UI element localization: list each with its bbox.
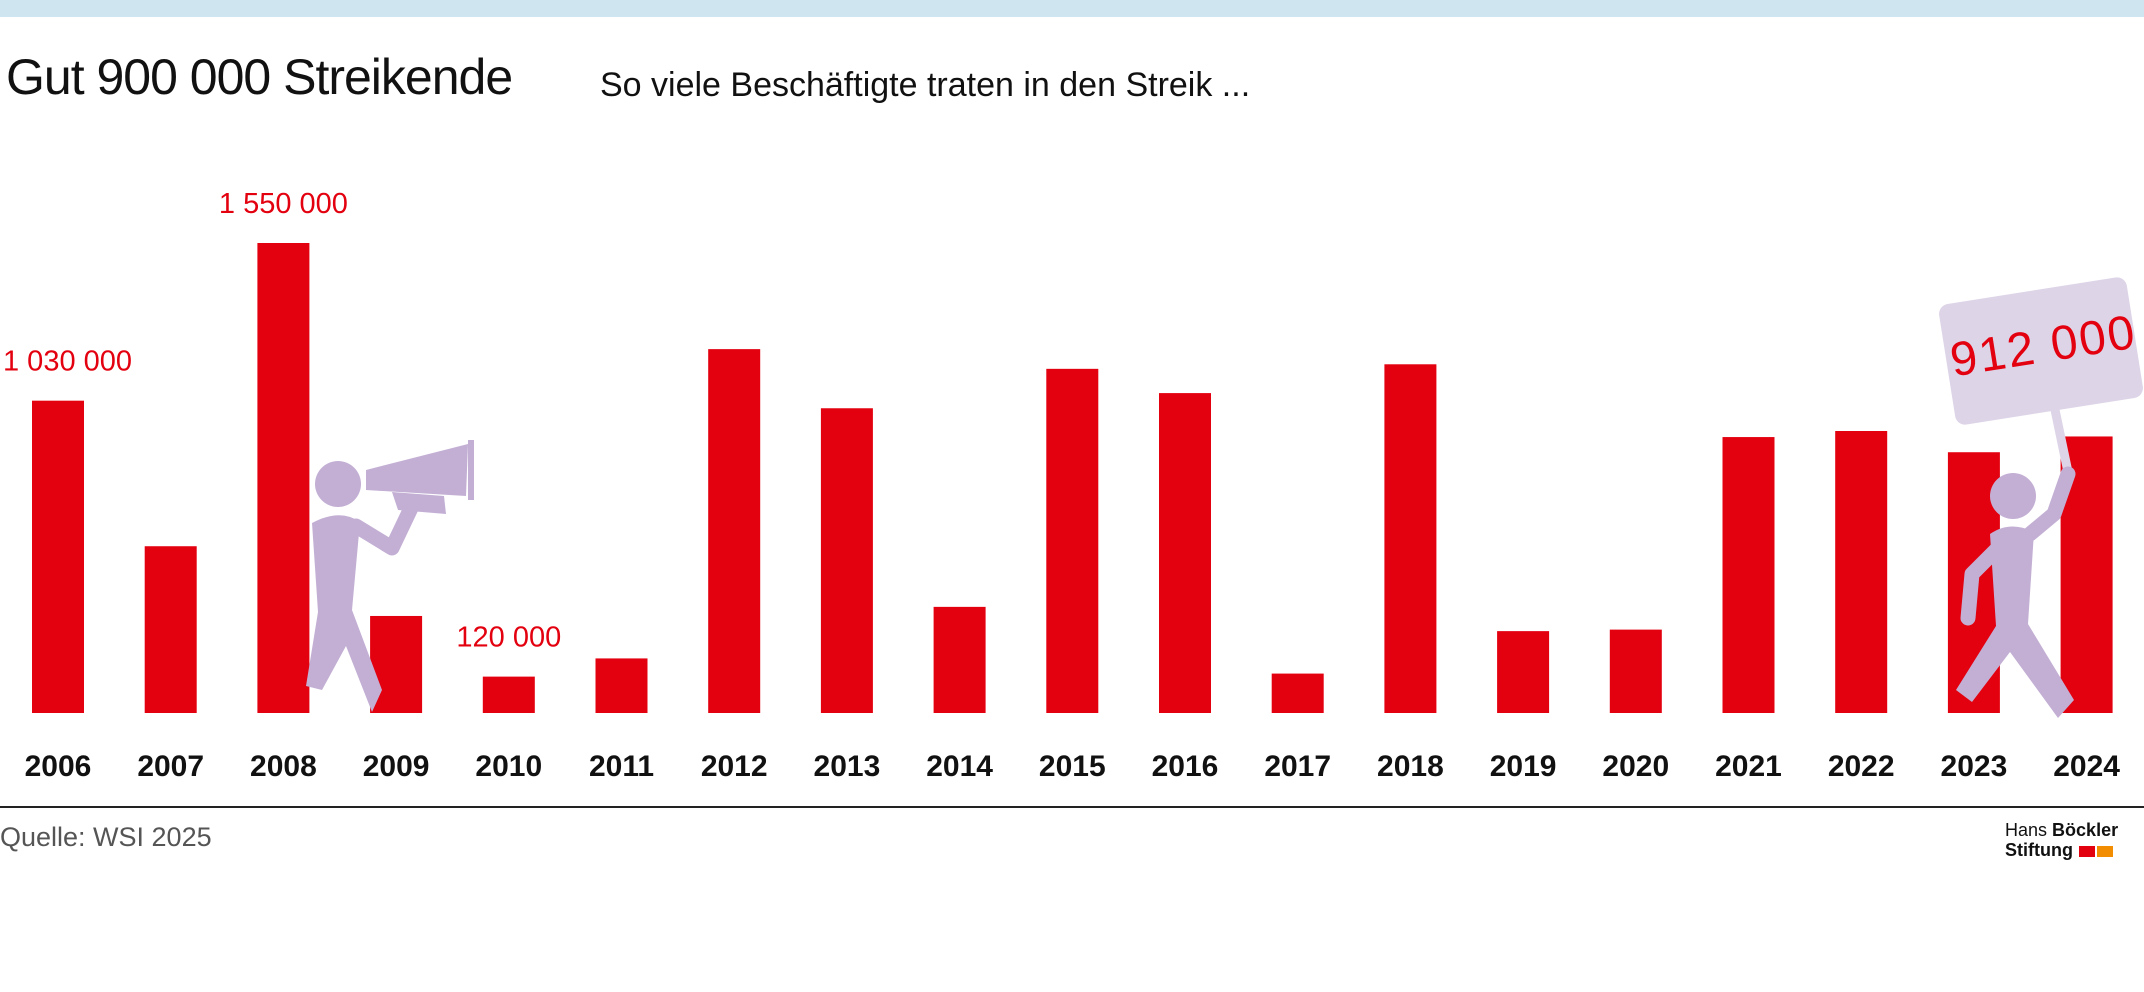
bar-2018: [1384, 364, 1437, 713]
x-tick-label-2007: 2007: [137, 750, 204, 783]
bar-2020: [1609, 629, 1662, 713]
x-tick-label-2011: 2011: [589, 750, 654, 783]
logo-text-line2: Stiftung: [2005, 840, 2073, 860]
x-tick-label-2010: 2010: [475, 750, 542, 783]
bar-2017: [1271, 673, 1324, 713]
publisher-logo: Hans Böckler Stiftung: [2005, 820, 2133, 860]
footer-divider: [0, 806, 2144, 808]
x-tick-label-2014: 2014: [926, 750, 993, 783]
chart-subtitle: So viele Beschäftigte traten in den Stre…: [600, 66, 1251, 104]
logo-text-bold: Böckler: [2052, 820, 2119, 840]
x-tick-label-2017: 2017: [1264, 750, 1331, 783]
x-tick-label-2024: 2024: [2053, 750, 2120, 783]
x-tick-label-2019: 2019: [1490, 750, 1557, 783]
data-label-2010: 120 000: [456, 622, 561, 654]
data-label-2006: 1 030 000: [3, 346, 132, 378]
x-tick-label-2023: 2023: [1941, 750, 2008, 783]
bar-2013: [820, 408, 873, 713]
bar-2011: [595, 658, 648, 713]
x-tick-label-2006: 2006: [25, 750, 92, 783]
bar-2022: [1835, 431, 1888, 713]
bar-2008: [257, 243, 310, 713]
top-color-band: [0, 0, 2144, 17]
bar-2006: [32, 400, 84, 713]
logo-red-square: [2078, 845, 2095, 857]
sign-board: [1939, 277, 2143, 425]
logo-text-regular: Hans: [2005, 820, 2048, 840]
x-tick-label-2022: 2022: [1828, 750, 1895, 783]
bar-2014: [933, 606, 986, 713]
bar-2021: [1722, 437, 1775, 713]
x-axis-tick-labels: 2006 2007 2008 2009 2010 2011 2012 2013 2014 2015…: [25, 750, 2121, 783]
sign-holding-person-icon: 912 000: [1939, 277, 2143, 718]
logo-orange-square: [2096, 845, 2113, 857]
data-label-2008: 1 550 000: [219, 188, 348, 220]
bar-2019: [1497, 631, 1550, 713]
bar-2015: [1046, 368, 1099, 713]
source-note: Quelle: WSI 2025: [0, 822, 212, 852]
bar-2010: [482, 676, 535, 713]
bar-2007: [144, 546, 197, 713]
x-tick-label-2016: 2016: [1152, 750, 1219, 783]
megaphone-person-icon: [306, 440, 474, 712]
x-tick-label-2013: 2013: [814, 750, 881, 783]
bar-2012: [708, 349, 761, 713]
x-tick-label-2012: 2012: [701, 750, 768, 783]
x-tick-label-2008: 2008: [250, 750, 317, 783]
x-tick-label-2009: 2009: [363, 750, 430, 783]
data-label-group: 1 030 000 1 550 000 120 000: [3, 188, 561, 654]
page-title: Gut 900 000 Streikende: [6, 49, 513, 105]
x-tick-label-2018: 2018: [1377, 750, 1444, 783]
bar-2016: [1159, 393, 1211, 713]
x-tick-label-2015: 2015: [1039, 750, 1106, 783]
x-tick-label-2021: 2021: [1715, 750, 1782, 783]
x-tick-label-2020: 2020: [1602, 750, 1669, 783]
